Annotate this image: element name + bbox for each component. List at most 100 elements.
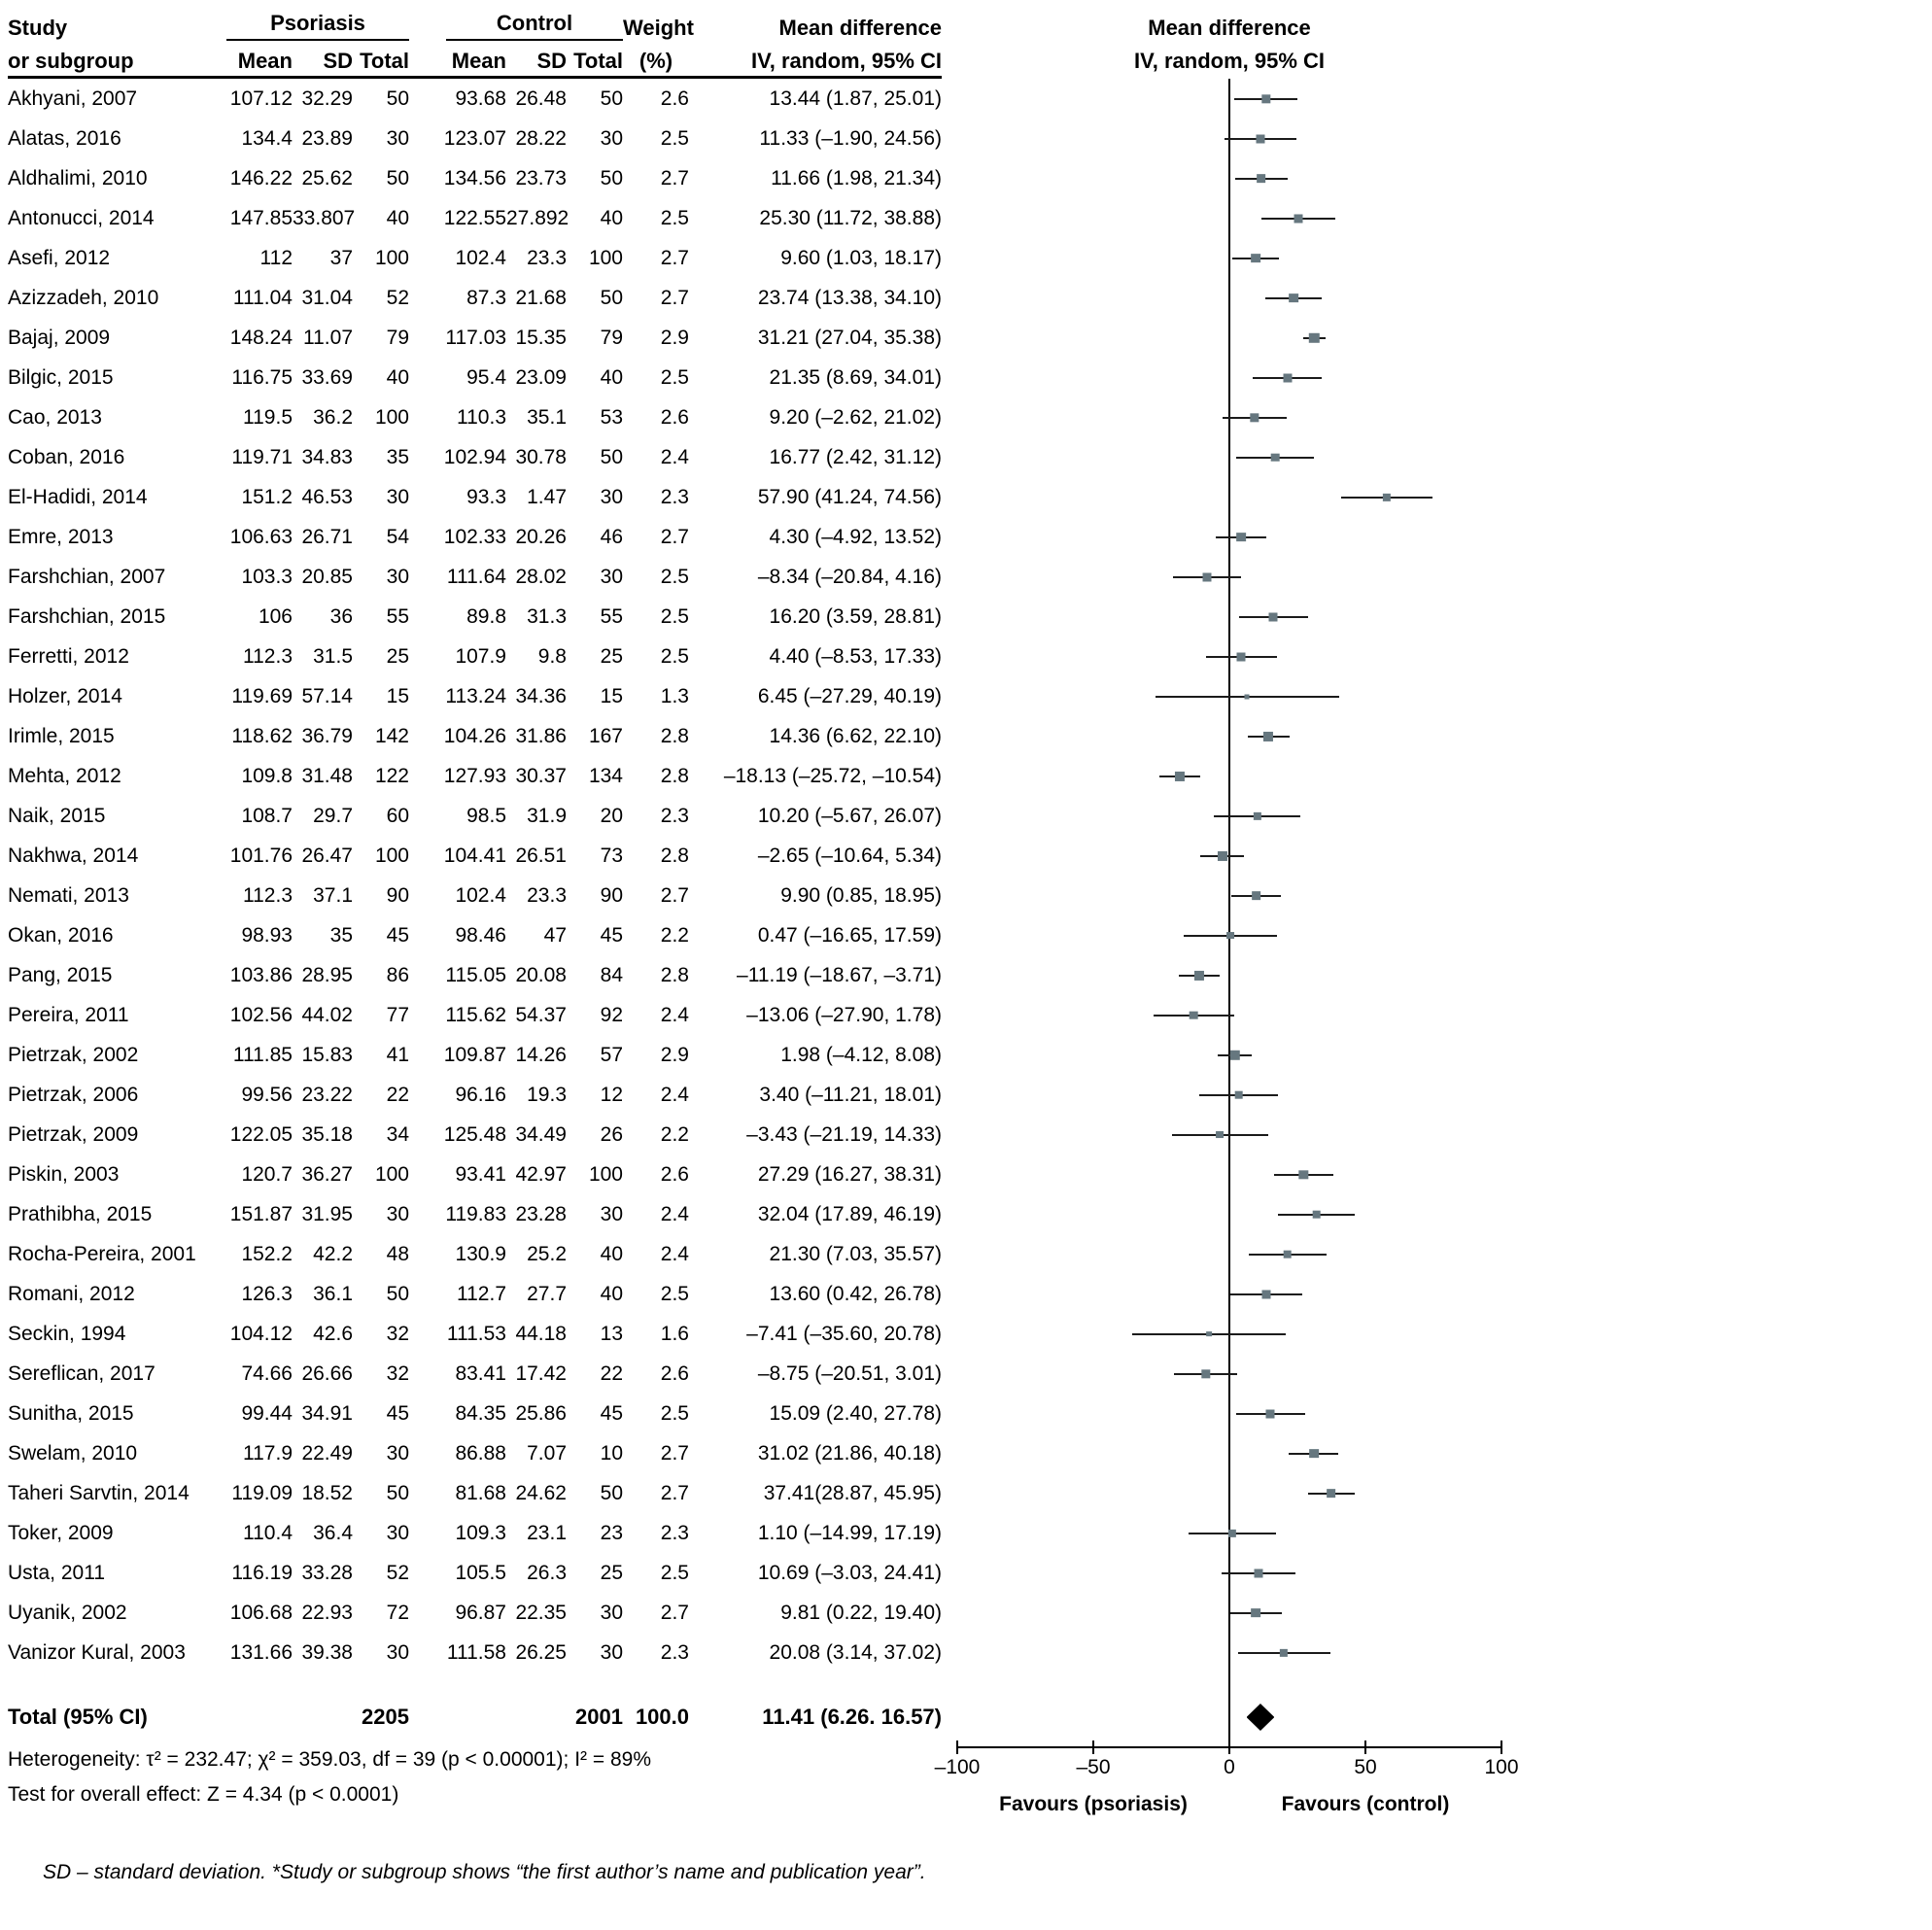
study-row: Emre, 2013 106.63 26.71 54 102.33 20.26 … bbox=[8, 517, 1924, 557]
study-row: Piskin, 2003 120.7 36.27 100 93.41 42.97… bbox=[8, 1155, 1924, 1194]
control-sd-value: 23.09 bbox=[515, 365, 567, 389]
study-row: Akhyani, 2007 107.12 32.29 50 93.68 26.4… bbox=[8, 79, 1924, 119]
psoriasis-sd-value: 37 bbox=[329, 246, 353, 269]
control-mean-value: 122.55 bbox=[443, 206, 506, 229]
study-row: Antonucci, 2014 147.85 33.807 40 122.55 … bbox=[8, 198, 1924, 238]
study-label: Holzer, 2014 bbox=[8, 684, 122, 707]
study-label: Naik, 2015 bbox=[8, 804, 106, 827]
weight-value: 2.4 bbox=[660, 1003, 689, 1026]
stats-block: Heterogeneity: τ² = 232.47; χ² = 359.03,… bbox=[8, 1739, 942, 1836]
weight-value: 2.7 bbox=[660, 525, 689, 548]
total-psoriasis-n: 2205 bbox=[362, 1705, 409, 1729]
weight-value: 2.8 bbox=[660, 963, 689, 986]
study-row: Nakhwa, 2014 101.76 26.47 100 104.41 26.… bbox=[8, 836, 1924, 876]
psoriasis-sd-value: 34.83 bbox=[301, 445, 353, 468]
plot-cell bbox=[957, 1234, 1501, 1274]
psoriasis-total-value: 50 bbox=[386, 166, 409, 190]
md-ci-text: 16.77 (2.42, 31.12) bbox=[769, 445, 942, 468]
study-row: Bajaj, 2009 148.24 11.07 79 117.03 15.35… bbox=[8, 318, 1924, 358]
study-row: Pietrzak, 2009 122.05 35.18 34 125.48 34… bbox=[8, 1115, 1924, 1155]
psoriasis-mean-value: 99.56 bbox=[241, 1083, 293, 1106]
weight-value: 2.5 bbox=[660, 604, 689, 628]
control-sd-value: 31.86 bbox=[515, 724, 567, 747]
mean-marker bbox=[1265, 1409, 1275, 1418]
study-label: Farshchian, 2007 bbox=[8, 565, 166, 588]
psoriasis-total-value: 122 bbox=[374, 764, 409, 787]
psoriasis-sd-value: 25.62 bbox=[301, 166, 353, 190]
total-label: Total (95% CI) bbox=[8, 1705, 148, 1729]
weight-value: 2.5 bbox=[660, 644, 689, 668]
weight-value: 2.5 bbox=[660, 565, 689, 588]
study-label: Rocha-Pereira, 2001 bbox=[8, 1242, 196, 1265]
study-label: Aldhalimi, 2010 bbox=[8, 166, 148, 190]
psoriasis-mean-value: 106.68 bbox=[229, 1601, 293, 1624]
psoriasis-sd-value: 34.91 bbox=[301, 1401, 353, 1425]
md-ci-text: 9.90 (0.85, 18.95) bbox=[780, 883, 942, 907]
psoriasis-mean-value: 134.4 bbox=[241, 126, 293, 150]
psoriasis-sd-value: 31.5 bbox=[313, 644, 353, 668]
weight-value: 2.5 bbox=[660, 1401, 689, 1425]
control-sd-value: 42.97 bbox=[515, 1162, 567, 1186]
total-plot-cell bbox=[957, 1696, 1501, 1739]
weight-value: 2.8 bbox=[660, 724, 689, 747]
control-sd-value: 47 bbox=[543, 923, 567, 947]
mean-marker bbox=[1298, 1169, 1309, 1180]
psoriasis-total-value: 77 bbox=[386, 1003, 409, 1026]
favours-right-label: Favours (control) bbox=[1281, 1793, 1450, 1815]
control-total-value: 134 bbox=[588, 764, 623, 787]
weight-value: 2.8 bbox=[660, 844, 689, 867]
weight-value: 2.5 bbox=[660, 206, 689, 229]
control-sd-value: 26.48 bbox=[515, 86, 567, 110]
control-mean-value: 96.87 bbox=[455, 1601, 506, 1624]
control-total-value: 10 bbox=[600, 1441, 623, 1465]
study-label: Ferretti, 2012 bbox=[8, 644, 129, 668]
control-total-value: 30 bbox=[600, 126, 623, 150]
column-header-control-mean: Mean bbox=[451, 49, 506, 73]
weight-value: 2.5 bbox=[660, 1282, 689, 1305]
control-sd-value: 14.26 bbox=[515, 1043, 567, 1066]
psoriasis-sd-value: 32.29 bbox=[301, 86, 353, 110]
psoriasis-mean-value: 110.4 bbox=[243, 1521, 293, 1544]
psoriasis-sd-value: 36.2 bbox=[313, 405, 353, 429]
control-total-value: 23 bbox=[600, 1521, 623, 1544]
control-mean-value: 112.7 bbox=[457, 1282, 506, 1305]
axis-tick-label: 0 bbox=[1224, 1756, 1235, 1778]
md-ci-text: 11.33 (–1.90, 24.56) bbox=[759, 126, 942, 150]
weight-value: 2.7 bbox=[660, 246, 689, 269]
study-row: Okan, 2016 98.93 35 45 98.46 47 45 2.2 0… bbox=[8, 915, 1924, 955]
plot-cell bbox=[957, 557, 1501, 597]
control-sd-value: 44.18 bbox=[515, 1322, 567, 1345]
psoriasis-total-value: 50 bbox=[386, 86, 409, 110]
psoriasis-mean-value: 119.71 bbox=[231, 445, 293, 468]
weight-value: 2.7 bbox=[660, 1481, 689, 1504]
study-row: Nemati, 2013 112.3 37.1 90 102.4 23.3 90… bbox=[8, 876, 1924, 915]
axis-tick-label: 50 bbox=[1354, 1756, 1377, 1778]
md-ci-text: 1.10 (–14.99, 17.19) bbox=[757, 1521, 942, 1544]
control-mean-value: 93.68 bbox=[455, 86, 506, 110]
plot-cell bbox=[957, 517, 1501, 557]
weight-value: 1.3 bbox=[660, 684, 689, 707]
plot-header-mean-difference: Mean difference bbox=[1148, 16, 1311, 40]
md-ci-text: 27.29 (16.27, 38.31) bbox=[757, 1162, 942, 1186]
md-ci-text: 13.60 (0.42, 26.78) bbox=[769, 1282, 942, 1305]
control-mean-value: 102.94 bbox=[443, 445, 506, 468]
column-header-weight-percent: (%) bbox=[638, 49, 673, 73]
plot-zone: Akhyani, 2007 107.12 32.29 50 93.68 26.4… bbox=[8, 79, 1924, 1748]
md-ci-text: 32.04 (17.89, 46.19) bbox=[757, 1202, 942, 1225]
control-mean-value: 87.3 bbox=[466, 286, 506, 309]
md-ci-text: 10.69 (–3.03, 24.41) bbox=[757, 1561, 942, 1584]
plot-cell bbox=[957, 716, 1501, 756]
control-mean-value: 119.83 bbox=[445, 1202, 506, 1225]
psoriasis-total-value: 30 bbox=[386, 565, 409, 588]
plot-cell bbox=[957, 1633, 1501, 1672]
control-mean-value: 86.88 bbox=[455, 1441, 506, 1465]
study-row: Pietrzak, 2002 111.85 15.83 41 109.87 14… bbox=[8, 1035, 1924, 1075]
md-ci-text: 31.21 (27.04, 35.38) bbox=[757, 326, 942, 349]
psoriasis-mean-value: 106 bbox=[258, 604, 293, 628]
psoriasis-total-value: 86 bbox=[386, 963, 409, 986]
mean-marker bbox=[1217, 850, 1227, 861]
mean-marker bbox=[1250, 412, 1259, 423]
axis-tick-label: 100 bbox=[1484, 1756, 1519, 1778]
plot-cell bbox=[957, 1593, 1501, 1633]
control-sd-value: 25.2 bbox=[527, 1242, 567, 1265]
